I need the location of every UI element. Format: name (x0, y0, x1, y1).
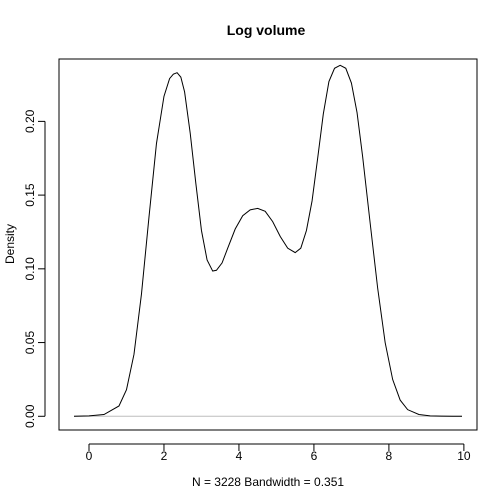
y-tick-label: 0.05 (23, 331, 37, 355)
y-tick-label: 0.15 (23, 183, 37, 207)
plot-frame (58, 58, 478, 431)
x-tick-label: 10 (457, 449, 471, 463)
y-tick-label: 0.00 (23, 404, 37, 428)
x-tick-label: 2 (161, 449, 168, 463)
x-axis-label: N = 3228 Bandwidth = 0.351 (192, 475, 344, 489)
y-tick-label: 0.20 (23, 109, 37, 133)
y-axis-label: Density (3, 224, 17, 264)
y-axis: 0.00 0.05 0.10 0.15 0.20 (23, 109, 46, 428)
x-tick-label: 0 (86, 449, 93, 463)
density-curve (73, 64, 462, 417)
x-tick-label: 8 (386, 449, 393, 463)
x-tick-label: 6 (311, 449, 318, 463)
x-axis: 0 2 4 6 8 10 (86, 443, 471, 463)
x-tick-label: 4 (236, 449, 243, 463)
chart-title: Log volume (227, 22, 306, 38)
y-tick-label: 0.10 (23, 257, 37, 281)
